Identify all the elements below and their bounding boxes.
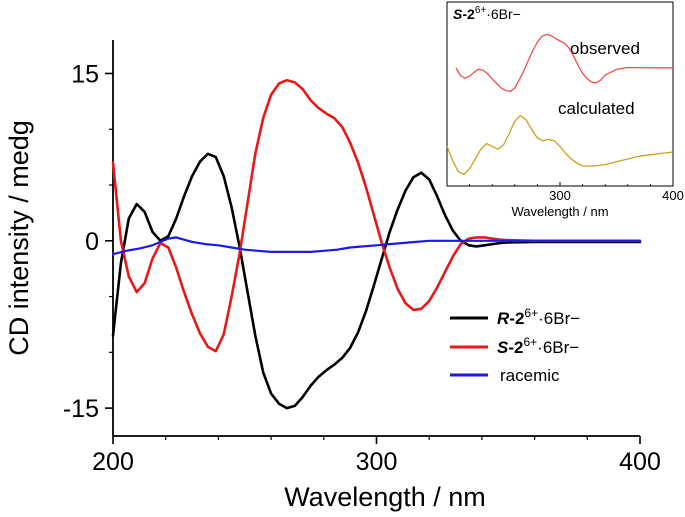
inset-calculated-line xyxy=(446,114,674,176)
legend-r-sup: 6+ xyxy=(524,306,538,320)
inset-observed-line xyxy=(455,33,673,92)
legend-s-sup: 6+ xyxy=(523,335,537,349)
legend-s-rest: ·6Br− xyxy=(537,338,579,357)
x-axis-title: Wavelength / nm xyxy=(284,482,486,512)
y-tick-label: 15 xyxy=(71,60,99,88)
legend-r-bold: 2 xyxy=(515,309,524,328)
inset-observed-label: observed xyxy=(570,39,640,58)
legend-r-rest: ·6Br− xyxy=(538,309,580,328)
legend-label-r: R-26+·6Br− xyxy=(497,306,580,328)
legend-label-racemic: racemic xyxy=(500,366,560,385)
inset-title-bold: 2 xyxy=(467,6,475,22)
y-axis-title: CD intensity / medg xyxy=(4,120,34,356)
legend: R-26+·6Br− S-26+·6Br− racemic xyxy=(450,306,580,385)
inset-frame xyxy=(446,1,674,187)
inset-title-italic: S xyxy=(453,6,463,22)
y-tick-label: 0 xyxy=(85,228,99,256)
series-r-line xyxy=(111,152,642,410)
y-tick-label: -15 xyxy=(63,395,99,423)
inset-x-tick-label: 400 xyxy=(662,188,684,203)
inset-x-tick-label: 300 xyxy=(549,188,571,203)
legend-s-bold: 2 xyxy=(514,338,523,357)
legend-label-s: S-26+·6Br− xyxy=(497,335,579,357)
legend-s-italic: S xyxy=(497,338,509,357)
inset-x-axis-title: Wavelength / nm xyxy=(511,204,608,219)
legend-r-dash: - xyxy=(509,309,515,328)
x-tick-label: 400 xyxy=(619,448,661,476)
inset-title: S-26+·6Br− xyxy=(453,5,521,22)
legend-s-dash: - xyxy=(508,338,514,357)
inset-title-rest: ·6Br− xyxy=(486,6,521,22)
inset-calculated-label: calculated xyxy=(558,99,635,118)
legend-r-italic: R xyxy=(497,309,510,328)
inset-title-sup: 6+ xyxy=(475,5,487,16)
inset-chart: S-26+·6Br− observed calculated 300 400 Wa… xyxy=(446,1,684,219)
series-s-line xyxy=(111,78,642,353)
inset-title-dash: - xyxy=(462,6,467,22)
series-racemic-line xyxy=(111,236,642,256)
x-tick-label: 300 xyxy=(356,448,398,476)
x-tick-label: 200 xyxy=(92,448,134,476)
